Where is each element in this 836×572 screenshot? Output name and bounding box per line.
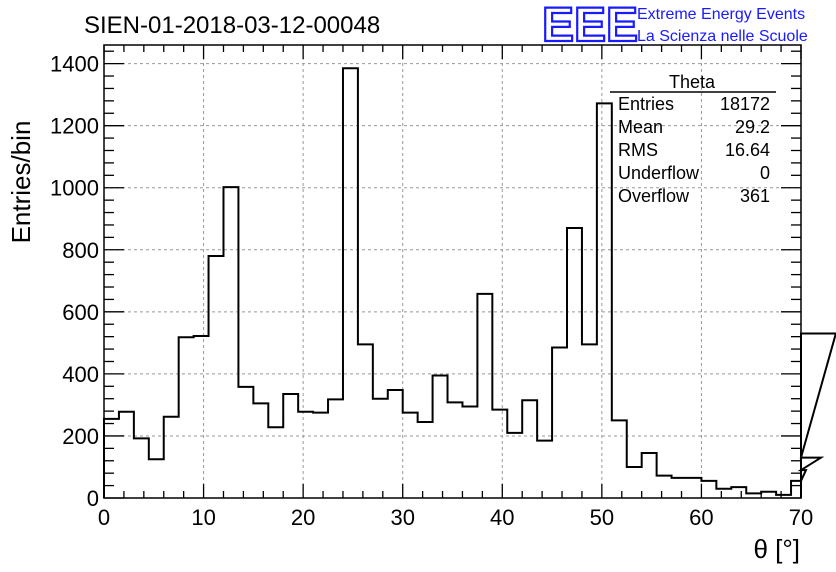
x-tick-label: 50 [590, 505, 614, 530]
y-axis-label: Entries/bin [6, 121, 36, 244]
x-tick-label: 40 [490, 505, 514, 530]
stats-value: 0 [760, 163, 770, 183]
x-axis-label: θ [°] [753, 534, 800, 564]
stats-box: Theta Entries 18172 Mean 29.2 RMS 16.64 Underf… [610, 72, 776, 206]
x-tick-label: 0 [98, 505, 110, 530]
plot-frame [103, 44, 802, 499]
stats-title: Theta [669, 72, 716, 92]
stats-value: 29.2 [735, 117, 770, 137]
y-tick-label: 0 [87, 486, 99, 511]
logo-mark: EEE [542, 0, 638, 52]
grid [104, 45, 801, 498]
x-tick-label: 60 [689, 505, 713, 530]
axis-ticks [103, 45, 802, 499]
x-tick-label: 70 [789, 505, 813, 530]
stats-value: 361 [740, 186, 770, 206]
y-tick-label: 1200 [50, 114, 99, 139]
y-tick-label: 1000 [50, 176, 99, 201]
y-tick-label: 800 [62, 238, 99, 263]
x-tick-label: 20 [291, 505, 315, 530]
chart-title: SIEN-01-2018-03-12-00048 [84, 12, 380, 39]
x-tick-label: 10 [191, 505, 215, 530]
stats-value: 16.64 [725, 140, 770, 160]
y-tick-label: 200 [62, 424, 99, 449]
stats-rows: Entries 18172 Mean 29.2 RMS 16.64 Underflow 0 Ov… [618, 94, 770, 206]
tick-labels: 0 10 20 30 40 50 60 70 0 200 400 600 800 1000 1200 1400 [50, 52, 813, 530]
logo: EEE Extreme Energy Events La Scienza nel… [541, 0, 808, 53]
stats-label: Entries [618, 94, 674, 114]
stats-label: Mean [618, 117, 663, 137]
stats-label: RMS [618, 140, 658, 160]
x-tick-label: 30 [390, 505, 414, 530]
logo-line-2: La Scienza nelle Scuole [637, 28, 808, 45]
y-tick-label: 400 [62, 362, 99, 387]
histogram-line [103, 67, 836, 498]
y-tick-label: 1400 [50, 52, 99, 77]
stats-label: Overflow [618, 186, 690, 206]
logo-line-1: Extreme Energy Events [637, 6, 805, 23]
stats-label: Underflow [618, 163, 700, 183]
y-tick-label: 600 [62, 300, 99, 325]
stats-value: 18172 [720, 94, 770, 114]
